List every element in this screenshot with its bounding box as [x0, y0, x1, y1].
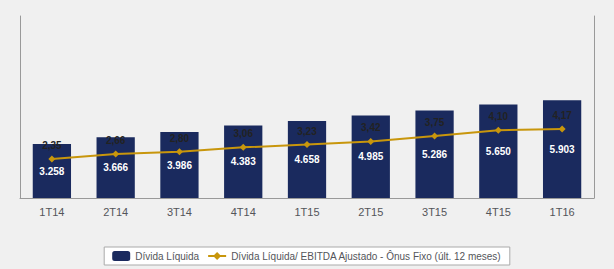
svg-text:3,23: 3,23 [297, 126, 317, 137]
svg-text:4.383: 4.383 [231, 156, 256, 167]
svg-text:3T14: 3T14 [167, 206, 192, 218]
svg-text:3.258: 3.258 [39, 166, 64, 177]
svg-text:3,75: 3,75 [425, 117, 445, 128]
svg-text:4,17: 4,17 [552, 110, 572, 121]
svg-text:1T16: 1T16 [550, 206, 575, 218]
svg-text:Dívida Líquida: Dívida Líquida [135, 251, 199, 262]
svg-text:3.986: 3.986 [167, 160, 192, 171]
svg-text:1T15: 1T15 [294, 206, 319, 218]
svg-text:2,66: 2,66 [106, 135, 126, 146]
svg-text:3,06: 3,06 [233, 128, 253, 139]
svg-text:5.650: 5.650 [486, 146, 511, 157]
svg-text:2,35: 2,35 [42, 140, 62, 151]
svg-text:Dívida Líquida/ EBITDA Ajustad: Dívida Líquida/ EBITDA Ajustado - Ônus F… [231, 250, 501, 262]
svg-text:4,10: 4,10 [489, 111, 509, 122]
svg-text:4.985: 4.985 [358, 151, 383, 162]
svg-text:2T14: 2T14 [103, 206, 128, 218]
svg-text:5.286: 5.286 [422, 149, 447, 160]
svg-text:4.658: 4.658 [294, 154, 319, 165]
svg-text:3.666: 3.666 [103, 162, 128, 173]
svg-text:4T15: 4T15 [486, 206, 511, 218]
svg-text:1T14: 1T14 [39, 206, 64, 218]
svg-text:2T15: 2T15 [358, 206, 383, 218]
svg-text:5.903: 5.903 [550, 144, 575, 155]
svg-text:3,42: 3,42 [361, 122, 381, 133]
svg-text:2,80: 2,80 [170, 133, 190, 144]
svg-text:3T15: 3T15 [422, 206, 447, 218]
svg-text:4T14: 4T14 [231, 206, 256, 218]
